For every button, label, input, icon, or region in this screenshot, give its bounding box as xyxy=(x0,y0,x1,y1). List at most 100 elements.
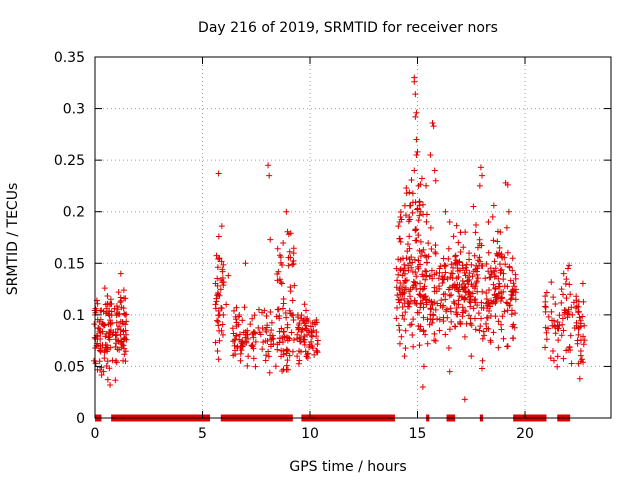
data-point xyxy=(214,347,221,354)
data-point xyxy=(551,317,558,324)
data-point xyxy=(285,231,292,238)
data-point xyxy=(485,286,492,293)
data-point xyxy=(104,376,111,383)
data-point xyxy=(408,254,415,261)
data-point xyxy=(427,151,434,158)
data-point xyxy=(491,292,498,299)
data-point xyxy=(512,271,519,278)
data-point xyxy=(568,360,575,367)
data-point xyxy=(581,337,588,344)
data-point xyxy=(121,351,128,358)
data-point xyxy=(231,336,238,343)
data-point xyxy=(462,294,469,301)
data-point xyxy=(490,329,497,336)
data-point xyxy=(510,335,517,342)
data-point xyxy=(267,236,274,243)
data-point xyxy=(450,298,457,305)
data-point xyxy=(567,291,574,298)
data-point xyxy=(417,280,424,287)
data-point xyxy=(269,335,276,342)
data-point xyxy=(215,233,222,240)
data-point xyxy=(442,296,449,303)
data-point xyxy=(417,304,424,311)
data-point xyxy=(472,296,479,303)
data-point xyxy=(279,339,286,346)
data-point xyxy=(100,308,107,315)
data-point xyxy=(302,348,309,355)
data-point xyxy=(499,313,506,320)
data-point xyxy=(268,319,275,326)
data-point xyxy=(122,321,129,328)
data-point xyxy=(216,337,223,344)
data-point xyxy=(412,237,419,244)
data-point xyxy=(428,298,435,305)
data-point xyxy=(579,313,586,320)
data-point xyxy=(474,302,481,309)
data-point xyxy=(455,239,462,246)
data-point xyxy=(510,321,517,328)
data-point xyxy=(250,334,257,341)
data-point xyxy=(278,325,285,332)
data-point xyxy=(449,274,456,281)
data-point xyxy=(578,356,585,363)
data-point xyxy=(415,257,422,264)
data-point xyxy=(424,316,431,323)
data-point xyxy=(448,270,455,277)
data-point xyxy=(469,290,476,297)
data-point xyxy=(496,280,503,287)
data-point xyxy=(436,265,443,272)
data-point xyxy=(485,268,492,275)
data-point xyxy=(480,328,487,335)
data-point xyxy=(485,249,492,256)
data-point xyxy=(297,338,304,345)
data-point xyxy=(492,285,499,292)
data-point xyxy=(289,297,296,304)
data-point xyxy=(469,273,476,280)
axis-ticks: 0 5 10 15 20 0 0.05 0.1 0.15 0.2 0.25 0.3 0.35 xyxy=(54,50,611,442)
data-point xyxy=(509,255,516,262)
data-point xyxy=(121,336,128,343)
data-point xyxy=(264,322,271,329)
data-point xyxy=(401,316,408,323)
data-point xyxy=(550,294,557,301)
data-point xyxy=(449,284,456,291)
data-point xyxy=(236,331,243,338)
data-point xyxy=(312,321,319,328)
data-point xyxy=(311,351,318,358)
data-point xyxy=(505,208,512,215)
data-point xyxy=(431,271,438,278)
data-point xyxy=(417,285,424,292)
y-tick-label: 0.3 xyxy=(63,102,85,118)
data-point xyxy=(454,268,461,275)
data-point xyxy=(104,358,111,365)
data-point xyxy=(314,337,321,344)
data-point xyxy=(562,280,569,287)
data-point xyxy=(267,308,274,315)
data-point xyxy=(100,322,107,329)
data-point xyxy=(445,245,452,252)
data-point xyxy=(401,261,408,268)
data-point xyxy=(275,306,282,313)
data-point xyxy=(494,252,501,259)
data-point xyxy=(417,253,424,260)
data-point xyxy=(410,316,417,323)
data-point xyxy=(567,332,574,339)
y-tick-label: 0.35 xyxy=(54,50,85,66)
data-point xyxy=(314,341,321,348)
data-point xyxy=(490,237,497,244)
data-point xyxy=(259,325,266,332)
data-point xyxy=(417,261,424,268)
data-point xyxy=(237,357,244,364)
data-point xyxy=(425,240,432,247)
data-point xyxy=(498,266,505,273)
data-point xyxy=(121,295,128,302)
data-point xyxy=(577,317,584,324)
data-point xyxy=(475,257,482,264)
data-point xyxy=(420,328,427,335)
data-point xyxy=(575,325,582,332)
data-point xyxy=(289,261,296,268)
data-point xyxy=(484,314,491,321)
data-point xyxy=(290,257,297,264)
data-point xyxy=(485,299,492,306)
x-tick-label: 0 xyxy=(91,426,100,442)
